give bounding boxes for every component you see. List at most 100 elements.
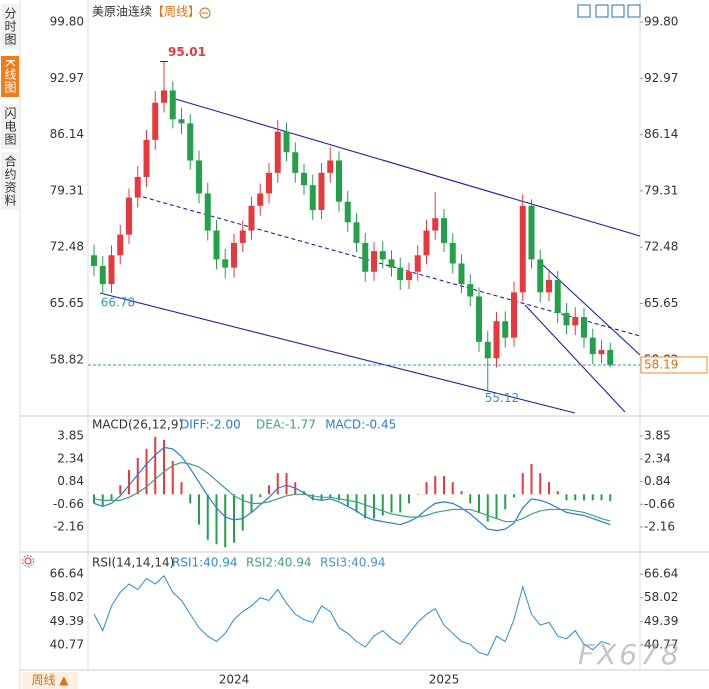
candle-body <box>91 255 97 266</box>
macd-bar <box>180 482 183 495</box>
macd-bar <box>145 448 148 495</box>
legend-label: RSI2:40.94 <box>246 556 312 570</box>
candle-body <box>178 119 185 124</box>
settings-icon[interactable] <box>22 555 34 567</box>
y-tick-label-right: -2.16 <box>644 519 675 533</box>
macd-bar <box>609 494 612 502</box>
last-price-label: 58.19 <box>644 357 678 371</box>
macd-bar <box>530 464 533 495</box>
y-tick-label: 72.48 <box>50 240 84 254</box>
y-tick-label-right: 79.31 <box>644 183 678 197</box>
candle-body <box>274 131 281 173</box>
y-tick-label: 3.85 <box>57 429 84 443</box>
macd-bar <box>355 494 358 513</box>
y-tick-label: 58.02 <box>50 590 84 604</box>
macd-bar <box>198 494 200 525</box>
legend-label: MACD:-0.45 <box>325 418 396 432</box>
macd-bar <box>600 494 603 501</box>
candle-body <box>108 255 115 285</box>
candle-body <box>231 242 237 268</box>
candle-body <box>528 205 535 260</box>
candle-body <box>161 90 167 103</box>
y-tick-label-right: 58.02 <box>644 590 678 604</box>
candle-body <box>239 230 246 243</box>
macd-bar <box>215 494 218 545</box>
y-tick-label-right: 40.77 <box>644 637 678 651</box>
macd-bar <box>381 494 384 516</box>
candle-body <box>598 350 605 355</box>
y-tick-label-right: 72.48 <box>644 240 678 254</box>
macd-bar <box>416 494 419 495</box>
collapse-icon[interactable] <box>199 7 211 19</box>
tab[interactable]: 分时图 <box>1 4 19 49</box>
tab[interactable]: 合约资料 <box>1 152 19 210</box>
tab[interactable]: K线图 <box>1 56 19 97</box>
macd-bar <box>486 494 489 522</box>
candle-body <box>204 193 211 231</box>
y-tick-label: -0.66 <box>53 497 84 511</box>
y-tick-label-right: 66.64 <box>644 567 678 581</box>
macd-bar <box>434 476 437 495</box>
macd-bar <box>591 494 594 501</box>
y-tick-label: 65.65 <box>50 296 84 310</box>
candle-body <box>283 131 290 153</box>
candle-body <box>607 350 614 365</box>
macd-bar <box>399 494 402 513</box>
watermark: FX678 <box>578 638 682 671</box>
candle-body <box>187 123 194 161</box>
macd-bar <box>504 494 507 510</box>
y-tick-label: 99.80 <box>50 15 84 29</box>
macd-bar <box>233 494 235 543</box>
candle-body <box>589 337 596 355</box>
candle-body <box>414 255 421 272</box>
candle-body <box>126 197 132 235</box>
toolbar-icons[interactable] <box>577 4 641 18</box>
macd-bar <box>521 473 524 495</box>
candle-body <box>572 317 579 326</box>
y-tick-label-right: 86.14 <box>644 127 678 141</box>
candle-body <box>213 230 220 260</box>
low-label: 66.78 <box>101 296 135 310</box>
candle-body <box>143 139 150 177</box>
candle-body <box>467 284 474 297</box>
macd-bar <box>574 494 577 501</box>
y-tick-label-right: 2.34 <box>644 451 671 465</box>
macd-bar <box>189 494 192 504</box>
candle-body <box>353 222 360 243</box>
period-button[interactable]: 周线 ▲ <box>22 672 78 689</box>
macd-bar <box>128 470 130 495</box>
candle-body <box>152 102 159 140</box>
macd-bar <box>364 494 367 519</box>
macd-bar <box>136 457 139 495</box>
y-tick-label-right: 99.80 <box>644 15 678 29</box>
y-tick-label-right: 92.97 <box>644 71 678 85</box>
y-tick-label-right: 3.85 <box>644 429 671 443</box>
y-tick-label-right: 49.39 <box>644 614 678 628</box>
macd-line <box>93 446 611 532</box>
macd-bar <box>119 485 122 495</box>
y-tick-label: 40.77 <box>50 637 84 651</box>
macd-bar <box>548 482 550 495</box>
candle-body <box>537 259 544 293</box>
y-tick-label: 86.14 <box>50 127 84 141</box>
macd-bar <box>171 460 174 495</box>
candle-body <box>511 292 517 338</box>
candle-body <box>266 172 272 194</box>
macd-bar <box>276 473 279 495</box>
macd-bar <box>241 494 244 531</box>
macd-bar <box>460 491 463 495</box>
candle-body <box>117 234 124 256</box>
macd-bar <box>408 494 410 504</box>
candle-body <box>309 185 316 210</box>
tab[interactable]: 闪电图 <box>1 104 19 149</box>
candle-body <box>388 259 395 268</box>
last-price-box <box>640 356 708 374</box>
max-label: 95.01 <box>168 45 206 59</box>
macd-bar <box>338 494 340 501</box>
macd-bar <box>443 476 445 495</box>
candle-body <box>441 218 447 243</box>
macd-bar <box>154 436 157 495</box>
candle-body <box>519 205 526 293</box>
